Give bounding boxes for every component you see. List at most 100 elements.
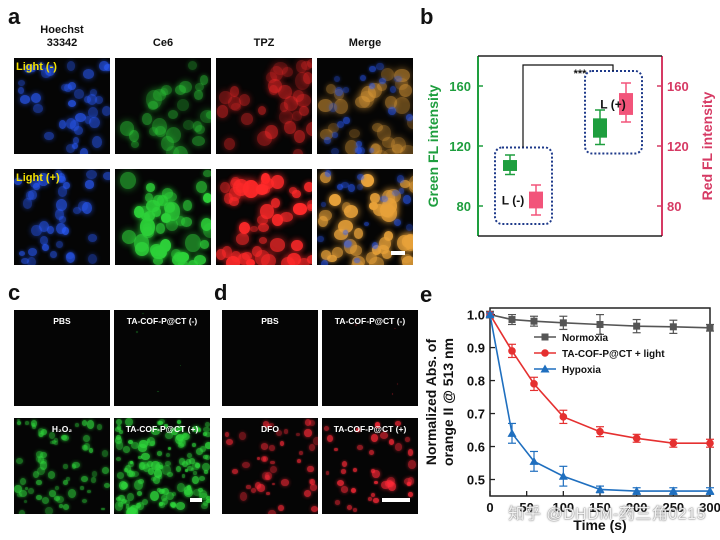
microscopy-speck xyxy=(246,485,251,489)
microscopy-speck xyxy=(336,479,345,487)
microscopy-speck xyxy=(86,94,97,106)
microscopy-speck xyxy=(268,78,282,94)
microscopy-speck xyxy=(308,419,315,426)
microscopy-speck xyxy=(331,247,344,259)
microscopy-speck xyxy=(90,477,97,483)
microscopy-speck xyxy=(320,201,326,207)
microscopy-speck xyxy=(357,183,363,190)
microscopy-speck xyxy=(128,439,134,444)
microscopy-speck xyxy=(353,228,364,239)
microscopy-speck xyxy=(272,61,289,76)
microscopy-speck xyxy=(372,497,379,504)
microscopy-speck xyxy=(19,509,25,514)
microscopy-speck xyxy=(356,173,364,180)
microscopy-speck xyxy=(56,198,67,211)
microscopy-speck xyxy=(298,105,309,116)
microscopy-speck xyxy=(294,130,306,144)
microscopy-speck xyxy=(56,222,67,234)
microscopy-speck xyxy=(269,444,275,452)
microscopy-speck xyxy=(193,471,197,476)
microscopy-speck xyxy=(320,250,331,260)
y-axis-title: Normalized Abs. of xyxy=(423,339,439,466)
microscopy-speck xyxy=(57,186,68,198)
microscopy-speck xyxy=(262,421,270,428)
microscopy-speck xyxy=(199,109,211,124)
microscopy-speck xyxy=(123,468,128,473)
microscopy-speck xyxy=(269,238,286,252)
microscopy-speck xyxy=(65,118,77,129)
microscopy-speck xyxy=(47,470,56,479)
data-point xyxy=(559,413,568,421)
microscopy-speck xyxy=(19,477,26,485)
microscopy-speck xyxy=(159,501,164,506)
microscopy-speck xyxy=(31,425,36,430)
microscopy-speck xyxy=(75,113,86,123)
microscopy-speck xyxy=(159,238,171,252)
microscopy-speck xyxy=(343,204,359,219)
microscopy-speck xyxy=(269,423,275,428)
microscopy-speck xyxy=(53,495,60,501)
microscopy-image xyxy=(216,169,312,265)
microscopy-speck xyxy=(266,491,271,496)
microscopy-speck xyxy=(128,129,140,142)
microscopy-speck xyxy=(118,494,125,502)
microscopy-speck xyxy=(62,503,70,511)
microscopy-speck xyxy=(403,195,411,204)
microscopy-speck xyxy=(355,141,363,147)
microscopy-speck xyxy=(335,86,343,96)
image-condition-label: PBS xyxy=(53,316,71,326)
panel-a-column-label: Ce6 xyxy=(152,37,174,49)
microscopy-speck xyxy=(289,187,298,194)
microscopy-speck xyxy=(81,201,92,214)
microscopy-speck xyxy=(44,131,54,141)
microscopy-speck xyxy=(265,72,277,84)
watermark: 知乎 @DHDM-药三角0215 xyxy=(508,506,706,523)
microscopy-speck xyxy=(19,95,30,104)
microscopy-speck xyxy=(84,180,95,189)
microscopy-speck xyxy=(50,250,58,259)
microscopy-speck xyxy=(394,327,396,330)
microscopy-speck xyxy=(82,499,88,504)
microscopy-image: Light (+) xyxy=(14,169,110,265)
microscopy-speck xyxy=(86,170,97,180)
box-plot-box xyxy=(503,160,517,171)
microscopy-speck xyxy=(162,487,170,496)
data-point xyxy=(596,320,604,328)
microscopy-image xyxy=(216,58,312,154)
microscopy-speck xyxy=(136,331,138,334)
microscopy-speck xyxy=(275,430,282,436)
microscopy-speck xyxy=(407,115,413,129)
microscopy-speck xyxy=(260,443,269,450)
microscopy-speck xyxy=(124,418,133,427)
microscopy-speck xyxy=(179,80,192,93)
microscopy-speck xyxy=(390,85,397,93)
microscopy-speck xyxy=(25,421,29,426)
microscopy-speck xyxy=(150,441,155,447)
microscopy-speck xyxy=(257,215,269,226)
microscopy-speck xyxy=(186,465,194,472)
microscopy-speck xyxy=(153,194,164,207)
microscopy-speck xyxy=(161,187,174,199)
microscopy-speck xyxy=(408,459,416,469)
microscopy-speck xyxy=(159,465,163,470)
microscopy-speck xyxy=(72,143,79,150)
microscopy-speck xyxy=(369,193,381,203)
microscopy-speck xyxy=(154,125,166,138)
microscopy-speck xyxy=(172,491,177,496)
microscopy-speck xyxy=(54,440,59,446)
data-point xyxy=(705,486,715,495)
microscopy-speck xyxy=(342,230,348,236)
microscopy-speck xyxy=(344,241,351,248)
microscopy-speck xyxy=(36,479,42,486)
microscopy-speck xyxy=(192,425,200,433)
data-point xyxy=(508,316,516,324)
x-tick-label: 250 xyxy=(662,500,684,515)
microscopy-speck xyxy=(260,204,274,219)
microscopy-speck xyxy=(192,135,206,147)
microscopy-speck xyxy=(16,421,21,426)
microscopy-speck xyxy=(26,191,34,200)
microscopy-speck xyxy=(323,425,330,431)
microscopy-speck xyxy=(388,438,395,445)
microscopy-speck xyxy=(54,208,65,220)
microscopy-speck xyxy=(172,146,188,154)
